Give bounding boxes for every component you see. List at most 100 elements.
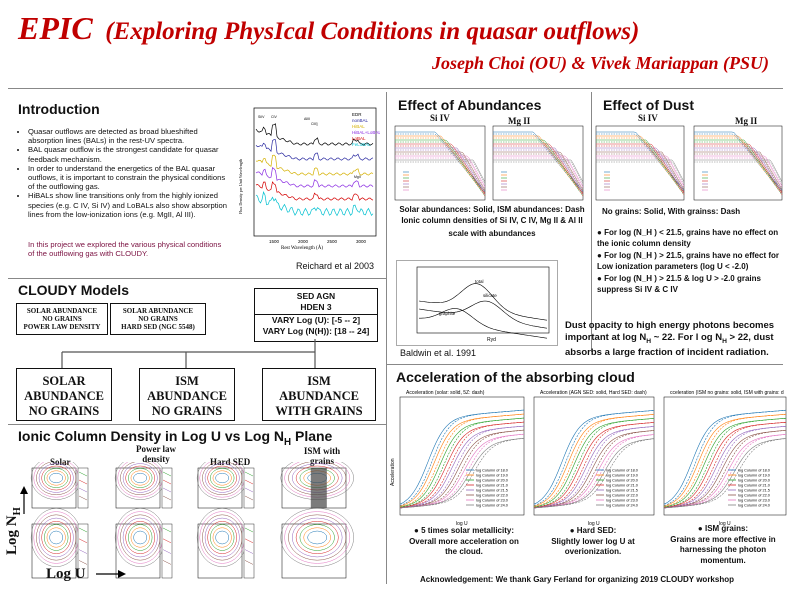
contour-line [125,521,155,554]
contour-line [291,517,343,558]
accel-xlabel: log U [588,521,600,527]
dust-panel-mgii: Mg II [735,116,758,126]
contour-panel [281,523,347,579]
dust-panel-siiv: Si IV [638,113,658,123]
model-box-solar-powerlaw: SOLAR ABUNDANCE NO GRAINS POWER LAW DENSIT… [16,303,108,335]
abundance-panel-mgii: Mg II [508,116,531,126]
contour-line [128,468,153,488]
contour-line [202,514,243,561]
accel-curve [663,418,787,508]
spectra-lines [255,123,374,217]
opacity-label-total: total [475,279,484,284]
column-curve [395,143,486,195]
contour-line [215,530,230,545]
spectra-legend-item: HiBAL+LoBAL [352,130,380,135]
column-curve [493,139,584,195]
line-label-ciii: CIII] [311,122,317,126]
accel-curve [533,414,655,507]
contour-side-line [78,538,88,544]
contour-side-panel [77,467,89,509]
column-divider [386,92,387,584]
column-curve [596,137,685,195]
column-curve [596,155,685,187]
composite-spectra-figure: Flux Density per Unit Wavelength Rest Wa… [236,104,380,254]
accel-curve [663,438,787,509]
column-curve [596,139,685,194]
column-curve [493,161,584,185]
column-curve [694,155,783,187]
contour-panel [115,523,161,579]
contour-line [41,465,71,491]
column-curve [395,145,486,197]
contour-line [41,521,71,554]
model-tree-connectors [61,339,316,368]
accel-legend-item: log Column of 19.0 [476,474,508,478]
column-curve [493,159,584,183]
column-curve [395,139,486,195]
contour-side-line [162,471,172,477]
column-curve [493,135,584,194]
contour-line [36,462,77,496]
accel-curve [533,422,655,508]
column-curve [596,161,685,184]
abundance-plots [394,125,584,201]
spectra-xtick: 1500 [269,239,280,244]
accel-legend-item: log Column of 20.0 [606,479,638,483]
contour-panel [197,467,243,509]
ionic-heading: Ionic Column Density in Log U vs Log NH … [18,428,333,448]
column-curve [493,141,584,197]
contour-line [133,472,148,484]
contour-side-line [78,471,88,477]
contour-line [204,463,240,493]
accel-legend-item: log Column of 21.5 [738,489,770,493]
opacity-caption: Baldwin et al. 1991 [400,348,477,358]
contour-line [288,514,347,561]
dust-plots [595,125,783,201]
contour-side-line [162,560,172,565]
abundance-caption: Solar abundances: Solid, ISM abundances:… [399,205,585,238]
contour-line [202,462,243,496]
column-curve [694,147,783,192]
contour-side-line [162,549,172,554]
column-curve [596,149,685,194]
accel-panel-title: cceleration (ISM no grains: solid, ISM w… [670,390,784,396]
contour-line [122,517,158,558]
column-curve [395,141,486,197]
column-curve [493,145,584,197]
column-curve [493,151,584,191]
accel-curve [533,418,655,508]
contour-shading [310,468,327,508]
poster-title: EPIC (Exploring PhysIcal Conditions in q… [18,10,639,47]
spectrum-line [255,123,374,146]
spectra-legend-item: nonBAL [352,118,369,123]
accel-xlabel: log U [719,521,731,527]
acceleration-heading: Acceleration of the absorbing cloud [396,369,635,385]
accel-curve [399,425,525,509]
grid-label-hardsed: Hard SED [210,457,251,467]
column-curve [694,151,783,190]
contour-line [46,470,66,486]
accel-finding-grains: ● ISM grains: Grains are more effective … [670,524,776,565]
contour-line [210,468,235,488]
contour-side-line [244,471,254,477]
opacity-label-graphite: graphite [439,311,456,316]
column-curve [493,147,584,193]
title-expansion: (Exploring PhysIcal Conditions in quasar… [105,18,640,45]
model-ism-with-grains: ISM ABUNDANCE WITH GRAINS [262,368,376,421]
accel-legend-item: log Column of 23.0 [606,499,638,503]
contour-line [49,530,64,545]
intro-bullet: Quasar outflows are detected as broad bl… [28,127,230,145]
column-curve [694,159,783,182]
accel-curve [399,409,525,505]
dust-caption: No grains: Solid, With grainss: Dash [602,207,741,216]
column-curve [596,153,685,192]
contour-line [44,468,69,488]
column-curve [493,133,584,194]
intro-note: In this project we explored the various … [28,240,222,259]
spectra-ylabel: Flux Density per Unit Wavelength [238,159,243,214]
intro-heading: Introduction [18,101,100,117]
contour-side-line [244,538,254,544]
column-curve [694,149,783,194]
accel-legend-item: log Column of 18.0 [738,469,770,473]
accel-curve [533,422,655,508]
